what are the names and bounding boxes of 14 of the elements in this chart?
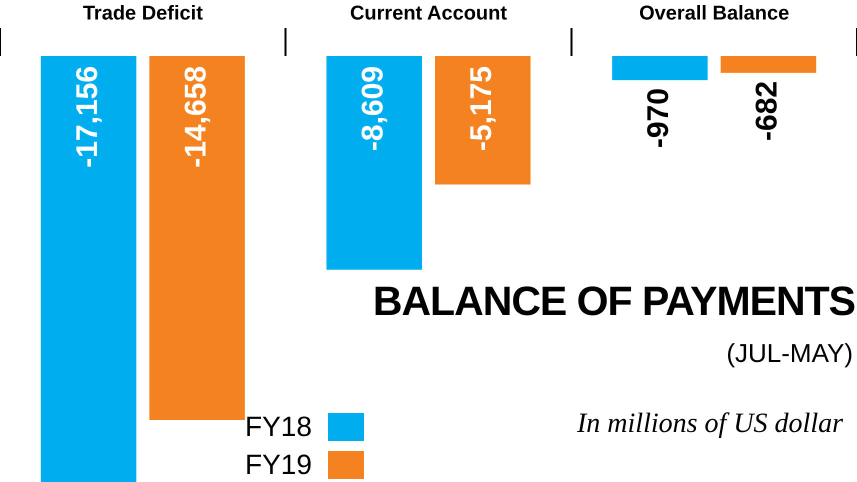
data-label: -14,658 [179, 66, 212, 168]
data-label: -17,156 [70, 66, 104, 168]
data-label: -5,175 [465, 66, 498, 152]
data-label: -8,609 [356, 66, 390, 152]
data-label: -682 [750, 80, 784, 141]
legend-label: FY18 [245, 411, 312, 443]
x-tick-label: Trade Deficit [82, 2, 204, 25]
x-tick-label: Overall Balance [639, 2, 790, 25]
annotation: In millions of US dollar [576, 408, 843, 440]
x-tick-label: Current Account [350, 2, 508, 25]
text: (JUL-MAY) [726, 338, 853, 369]
legend-label: FY19 [245, 449, 312, 481]
text: BALANCE OF PAYMENTS [372, 278, 855, 325]
data-label: -970 [642, 88, 676, 148]
